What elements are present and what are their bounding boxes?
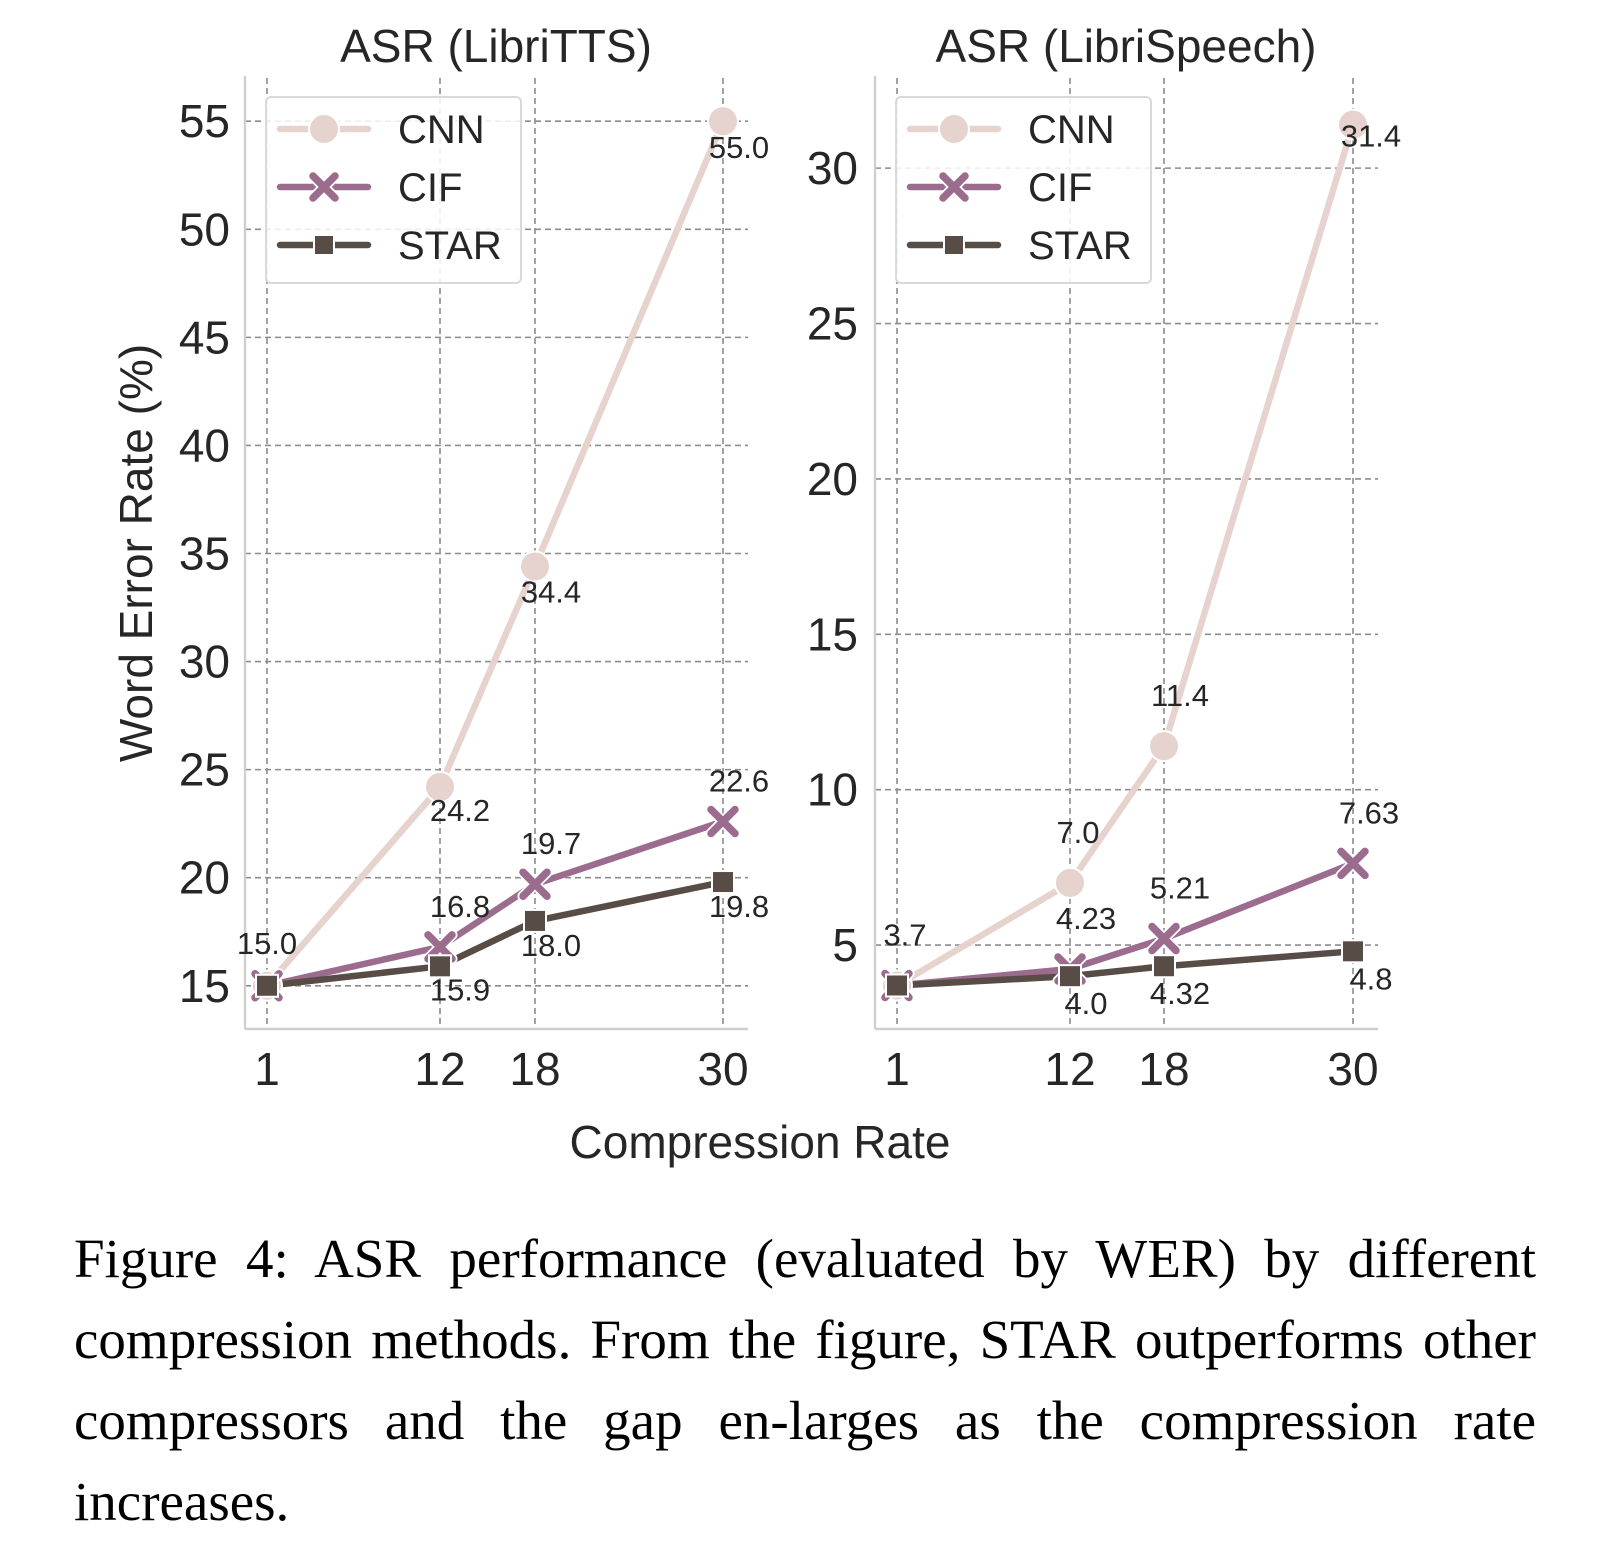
- libritts-point-cif: [519, 868, 551, 900]
- librispeech-data-label-cif: 4.23: [1056, 901, 1116, 936]
- libritts-data-label-cif: 22.6: [709, 764, 769, 799]
- libritts-y-tick-label: 25: [179, 744, 230, 796]
- libritts-legend-marker-star: [313, 234, 335, 256]
- libritts-legend-label-cnn: CNN: [398, 108, 485, 152]
- libritts-y-tick-label: 40: [179, 419, 230, 471]
- librispeech-point-cif: [1337, 847, 1369, 880]
- librispeech-y-tick-label: 5: [832, 919, 858, 971]
- libritts-legend-label-star: STAR: [398, 224, 502, 268]
- librispeech-data-label-cnn: 31.4: [1341, 119, 1401, 154]
- libritts-point-star: [255, 973, 279, 998]
- librispeech-series-line-cnn: [893, 121, 1357, 989]
- librispeech-point-cnn: [1148, 730, 1180, 763]
- librispeech-series-line-star: [893, 948, 1357, 989]
- librispeech-legend-label-cnn: CNN: [1028, 108, 1115, 152]
- librispeech-y-tick-label: 10: [807, 764, 858, 816]
- libritts-x-tick-label: 30: [697, 1043, 748, 1095]
- libritts-data-label-star: 18.0: [521, 928, 581, 963]
- librispeech-data-label-cnn: 7.0: [1056, 815, 1099, 850]
- libritts-y-tick-label: 30: [179, 636, 230, 688]
- x-axis-label: Compression Rate: [570, 1116, 951, 1168]
- librispeech-y-tick-label: 30: [807, 142, 858, 194]
- figure-caption: Figure 4: ASR performance (evaluated by …: [74, 1228, 1536, 1532]
- librispeech-title: ASR (LibriSpeech): [936, 20, 1317, 72]
- libritts-data-label-star: 15.9: [430, 972, 490, 1007]
- libritts-x-tick-label: 12: [414, 1043, 465, 1095]
- librispeech-point-cnn: [1054, 866, 1086, 899]
- libritts-point-star: [711, 870, 735, 895]
- librispeech-point-cnn: [1337, 108, 1369, 141]
- librispeech-y-tick-label: 20: [807, 453, 858, 505]
- libritts-title: ASR (LibriTTS): [340, 20, 652, 72]
- libritts-point-cnn: [707, 105, 739, 138]
- libritts-y-tick-label: 50: [179, 203, 230, 255]
- libritts-data-label-star: 19.8: [709, 889, 769, 924]
- libritts-data-label-cnn: 34.4: [521, 574, 581, 609]
- librispeech-series-line-cif: [893, 860, 1357, 989]
- libritts-legend-label-cif: CIF: [398, 166, 462, 210]
- libritts-legend-marker-cif: [309, 172, 339, 202]
- libritts-y-tick-label: 15: [179, 960, 230, 1012]
- librispeech-legend-marker-cnn: [938, 113, 970, 145]
- libritts-series-line-cif: [263, 818, 727, 990]
- libritts-point-cif: [707, 805, 739, 838]
- libritts-y-tick-label: 35: [179, 528, 230, 580]
- librispeech-point-star: [1341, 939, 1365, 964]
- librispeech-point-cif: [1148, 922, 1180, 955]
- librispeech-data-label-star: 4.32: [1150, 976, 1210, 1011]
- libritts-point-star: [523, 908, 547, 933]
- librispeech-data-label-cnn: 11.4: [1151, 678, 1209, 713]
- libritts-legend-marker-cnn: [308, 113, 340, 145]
- librispeech-legend-label-cif: CIF: [1028, 166, 1092, 210]
- librispeech-y-tick-label: 25: [807, 298, 858, 350]
- librispeech-data-label-cif: 5.21: [1150, 871, 1210, 906]
- librispeech-legend-label-star: STAR: [1028, 224, 1132, 268]
- libritts-series-line-cnn: [263, 117, 727, 990]
- libritts-y-tick-label: 20: [179, 852, 230, 904]
- libritts-data-label-cnn: 24.2: [430, 793, 490, 828]
- librispeech-legend-marker-cif: [939, 172, 969, 202]
- libritts-y-tick-label: 45: [179, 311, 230, 363]
- libritts-x-tick-label: 1: [254, 1043, 280, 1095]
- librispeech-x-tick-label: 12: [1044, 1043, 1095, 1095]
- librispeech-x-tick-label: 18: [1138, 1043, 1189, 1095]
- librispeech-data-label-cif: 7.63: [1339, 795, 1399, 830]
- librispeech-legend-marker-star: [943, 234, 965, 256]
- libritts-data-label-cnn: 15.0: [237, 926, 297, 961]
- libritts-y-tick-label: 55: [179, 95, 230, 147]
- librispeech-point-star: [1152, 954, 1176, 979]
- libritts-point-cnn: [519, 550, 551, 583]
- librispeech-x-tick-label: 1: [884, 1043, 910, 1095]
- y-axis-label: Word Error Rate (%): [110, 344, 162, 762]
- libritts-point-star: [428, 954, 452, 979]
- librispeech-x-tick-label: 30: [1327, 1043, 1378, 1095]
- libritts-data-label-cif: 16.8: [430, 889, 490, 924]
- librispeech-data-label-cnn: 3.7: [883, 917, 926, 952]
- librispeech-point-star: [1058, 964, 1082, 989]
- librispeech-y-tick-label: 15: [807, 608, 858, 660]
- libritts-series-line-star: [263, 878, 727, 990]
- libritts-x-tick-label: 18: [509, 1043, 560, 1095]
- libritts-data-label-cnn: 55.0: [709, 130, 769, 165]
- libritts-data-label-cif: 19.7: [521, 826, 581, 861]
- librispeech-data-label-star: 4.8: [1349, 961, 1392, 996]
- librispeech-data-label-star: 4.0: [1064, 986, 1107, 1021]
- libritts-point-cnn: [424, 770, 456, 803]
- librispeech-point-star: [885, 973, 909, 998]
